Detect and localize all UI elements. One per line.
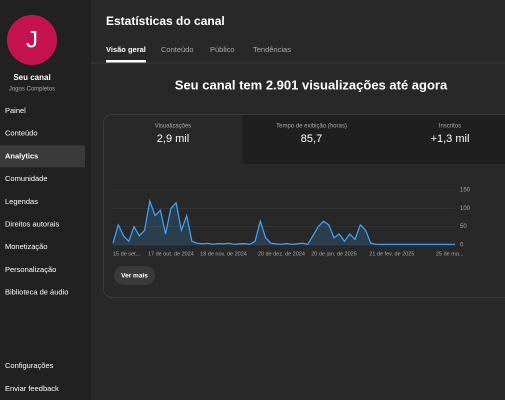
ver-mais-button[interactable]	[114, 266, 155, 285]
y-tick-label: 100	[460, 206, 471, 212]
channel-subtitle: Jogos Completos	[9, 87, 55, 93]
menu-item[interactable]: Personalização	[5, 265, 56, 274]
line	[112, 198, 455, 245]
menu-item[interactable]: Direitos autorais	[5, 219, 59, 228]
x-tick-label: 20 de dez. de 2024	[258, 251, 305, 257]
x-tick-label: 17 de out. de 2024	[148, 251, 194, 257]
metric-value: 85,7	[301, 133, 322, 145]
avatar-initial: J	[26, 26, 38, 53]
y-tick-label: 150	[460, 188, 471, 194]
channel-name: Seu canal	[13, 73, 50, 82]
tab[interactable]: Público	[210, 45, 235, 54]
page-title: Estatísticas do canal	[106, 14, 225, 28]
line-area	[113, 201, 455, 245]
x-tick-label: 18 de nov. de 2024	[200, 251, 247, 257]
y-tick-label: 50	[460, 224, 467, 230]
metric-value: +1,3 mil	[431, 133, 470, 145]
headline: Seu canal tem 2.901 visualizações até ag…	[175, 77, 448, 92]
x-tick-label: 15 de set...	[113, 251, 141, 257]
menu-item[interactable]: Legendas	[5, 197, 38, 206]
metric-tab-bg	[242, 115, 381, 164]
x-tick-label: 20 de jan. de 2025	[311, 251, 357, 257]
menu-active-bg	[0, 145, 85, 168]
sidebar	[0, 0, 91, 400]
menu-item[interactable]: Analytics	[5, 151, 38, 160]
menu-item[interactable]: Comunidade	[5, 174, 48, 183]
ver-mais-label: Ver mais	[121, 273, 148, 280]
avatar[interactable]	[7, 15, 57, 65]
y-tick-label: 0	[460, 243, 464, 249]
menu-item[interactable]: Configurações	[5, 361, 54, 370]
tab[interactable]: Visão geral	[106, 45, 146, 54]
metric-label: Inscritos	[439, 124, 461, 130]
tab[interactable]: Conteúdo	[161, 45, 194, 54]
tab[interactable]: Tendências	[253, 45, 291, 54]
x-tick-label: 21 de fev. de 2025	[369, 251, 414, 257]
metric-label: Visualizações	[155, 124, 192, 130]
x-tick-label: 25 de ma...	[436, 251, 464, 257]
menu-item[interactable]: Monetização	[5, 242, 48, 251]
metric-tab-bg	[381, 115, 505, 164]
metric-label: Tempo de exibição (horas)	[276, 124, 347, 130]
metric-value: 2,9 mil	[157, 133, 189, 145]
menu-item[interactable]: Painel	[5, 106, 26, 115]
menu-item[interactable]: Biblioteca de áudio	[5, 288, 68, 297]
menu-item[interactable]: Conteúdo	[5, 129, 38, 138]
menu-item[interactable]: Enviar feedback	[5, 384, 59, 393]
tab-underline	[106, 60, 146, 63]
